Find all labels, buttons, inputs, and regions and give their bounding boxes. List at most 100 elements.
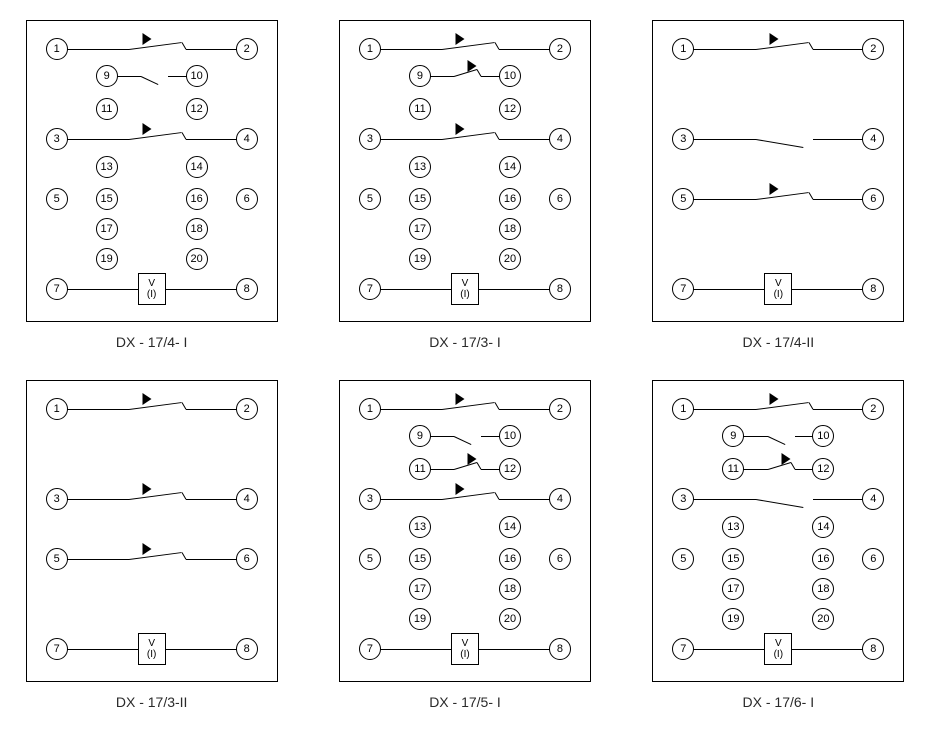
contact-tick <box>181 552 186 559</box>
terminal-8: 8 <box>549 638 571 660</box>
panel-caption: DX - 17/3-II <box>116 694 188 710</box>
terminal-7: 7 <box>672 278 694 300</box>
terminal-9: 9 <box>722 425 744 447</box>
terminal-7: 7 <box>359 278 381 300</box>
terminal-7: 7 <box>46 278 68 300</box>
terminal-11: 11 <box>96 98 118 120</box>
vi-label-top: V <box>148 278 155 289</box>
wire <box>117 76 141 77</box>
terminal-6: 6 <box>549 548 571 570</box>
terminal-2: 2 <box>549 398 571 420</box>
terminal-18: 18 <box>499 578 521 600</box>
contact-tick <box>181 132 186 139</box>
wire <box>67 559 129 560</box>
wire <box>499 139 550 140</box>
terminal-8: 8 <box>862 638 884 660</box>
terminal-7: 7 <box>46 638 68 660</box>
contact-arm <box>755 42 808 50</box>
terminal-19: 19 <box>96 248 118 270</box>
terminal-15: 15 <box>722 548 744 570</box>
contact-tick <box>808 192 813 199</box>
terminal-13: 13 <box>722 516 744 538</box>
panel-wrap: 1234567891011121314151617181920V(I)DX - … <box>333 380 596 710</box>
nc-flag-icon <box>142 483 151 495</box>
terminal-19: 19 <box>409 248 431 270</box>
vi-label-bot: (I) <box>460 289 469 300</box>
panel-caption: DX - 17/4- I <box>116 334 188 350</box>
wire <box>186 409 237 410</box>
terminal-14: 14 <box>812 516 834 538</box>
terminal-11: 11 <box>409 458 431 480</box>
relay-panel: 1234567891011121314151617181920V(I) <box>339 20 591 322</box>
terminal-12: 12 <box>499 458 521 480</box>
vi-label-bot: (I) <box>147 289 156 300</box>
vi-label-top: V <box>775 638 782 649</box>
terminal-13: 13 <box>96 156 118 178</box>
wire <box>693 49 755 50</box>
terminal-5: 5 <box>359 548 381 570</box>
wire <box>813 139 864 140</box>
terminal-3: 3 <box>672 128 694 150</box>
contact-arm <box>454 436 471 445</box>
wire <box>813 49 864 50</box>
wire <box>481 436 500 437</box>
terminal-6: 6 <box>862 188 884 210</box>
terminal-1: 1 <box>672 38 694 60</box>
contact-arm <box>129 132 182 140</box>
terminal-4: 4 <box>862 488 884 510</box>
contact-arm <box>442 402 495 410</box>
contact-tick <box>181 402 186 409</box>
terminal-1: 1 <box>359 38 381 60</box>
terminal-13: 13 <box>409 156 431 178</box>
contact-tick <box>181 492 186 499</box>
terminal-3: 3 <box>672 488 694 510</box>
vi-box: V(I) <box>764 633 792 665</box>
terminal-4: 4 <box>549 488 571 510</box>
terminal-20: 20 <box>186 248 208 270</box>
terminal-2: 2 <box>236 38 258 60</box>
terminal-14: 14 <box>499 156 521 178</box>
panel-wrap: 1234567891011121314151617181920V(I)DX - … <box>20 20 283 350</box>
contact-tick <box>808 402 813 409</box>
vi-box: V(I) <box>451 633 479 665</box>
terminal-2: 2 <box>236 398 258 420</box>
terminal-20: 20 <box>499 248 521 270</box>
terminal-5: 5 <box>46 548 68 570</box>
wire <box>499 499 550 500</box>
terminal-9: 9 <box>409 425 431 447</box>
wire <box>186 139 237 140</box>
terminal-10: 10 <box>186 65 208 87</box>
wire <box>743 436 767 437</box>
wire <box>168 76 187 77</box>
terminal-18: 18 <box>812 578 834 600</box>
panel-wrap: 12345678V(I)DX - 17/3-II <box>20 380 283 710</box>
relay-panel: 1234567891011121314151617181920V(I) <box>339 380 591 682</box>
terminal-15: 15 <box>409 548 431 570</box>
terminal-10: 10 <box>812 425 834 447</box>
terminal-16: 16 <box>499 188 521 210</box>
terminal-12: 12 <box>812 458 834 480</box>
wire <box>380 49 442 50</box>
nc-flag-icon <box>456 123 465 135</box>
terminal-8: 8 <box>862 278 884 300</box>
terminal-1: 1 <box>46 398 68 420</box>
relay-panel: 1234567891011121314151617181920V(I) <box>652 380 904 682</box>
vi-label-top: V <box>462 278 469 289</box>
terminal-8: 8 <box>236 638 258 660</box>
terminal-7: 7 <box>672 638 694 660</box>
contact-tick <box>495 402 500 409</box>
terminal-16: 16 <box>499 548 521 570</box>
terminal-6: 6 <box>236 188 258 210</box>
contact-arm <box>755 499 802 508</box>
terminal-7: 7 <box>359 638 381 660</box>
relay-panel: 1234567891011121314151617181920V(I) <box>26 20 278 322</box>
terminal-16: 16 <box>812 548 834 570</box>
terminal-16: 16 <box>186 188 208 210</box>
contact-arm <box>755 139 802 148</box>
nc-flag-icon <box>142 393 151 405</box>
nc-flag-icon <box>468 453 477 465</box>
terminal-1: 1 <box>672 398 694 420</box>
nc-flag-icon <box>456 483 465 495</box>
wire <box>380 409 442 410</box>
panel-caption: DX - 17/3- I <box>429 334 501 350</box>
